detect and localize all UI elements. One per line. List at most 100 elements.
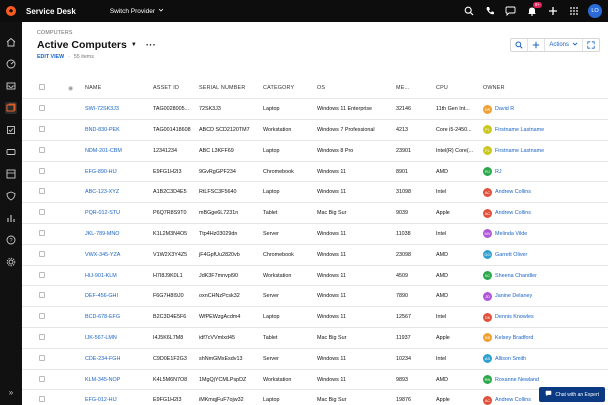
owner-cell[interactable]: FL Firstname Lastname	[481, 119, 608, 141]
table-row[interactable]: BCD-678-EFG B2C3D4E5F6 WfPEWzgAcdm4 Laptop W…	[22, 306, 608, 329]
row-checkbox[interactable]	[37, 285, 66, 308]
chat-with-expert-button[interactable]: Chat with an Expert	[539, 387, 605, 402]
tickets-icon[interactable]	[5, 146, 17, 158]
add-icon[interactable]	[546, 5, 559, 18]
computer-name-link[interactable]: SWI-72SK3J3	[83, 98, 151, 121]
row-checkbox[interactable]	[37, 119, 66, 141]
table-row[interactable]: EFG-012-HIJ E9FG1H2I3 iMKmqjFuF7ojw32 Lapto…	[22, 389, 608, 405]
row-checkbox[interactable]	[37, 348, 66, 370]
row-checkbox[interactable]	[37, 161, 66, 183]
row-preview-icon[interactable]	[66, 161, 83, 183]
breadcrumb[interactable]: COMPUTERS	[37, 30, 73, 36]
row-checkbox[interactable]	[37, 202, 66, 225]
edit-view-link[interactable]: EDIT VIEW	[37, 54, 65, 60]
row-checkbox[interactable]	[37, 98, 66, 121]
owner-cell[interactable]: AC Andrew Collins	[481, 202, 608, 225]
computer-name-link[interactable]: HIJ-901-KLM	[83, 265, 151, 287]
table-row[interactable]: KLM-345-NOP K4L5M6N7O8 1MgQjYCMLPspDZ Works…	[22, 369, 608, 391]
tasks-icon[interactable]	[5, 124, 17, 136]
row-checkbox[interactable]	[37, 223, 66, 245]
settings-icon[interactable]	[5, 256, 17, 268]
home-icon[interactable]	[5, 36, 17, 48]
table-row[interactable]: ABC-123-XYZ A1B2C3D4E5 RtLFSC3F5640 Laptop W…	[22, 181, 608, 204]
owner-cell[interactable]: MV Melinda Vilde	[481, 223, 608, 245]
row-checkbox[interactable]	[37, 389, 66, 405]
owner-cell[interactable]: KB Kelsey Bradford	[481, 327, 608, 349]
row-preview-icon[interactable]	[66, 98, 83, 121]
notifications-icon[interactable]: 9+	[525, 1, 542, 18]
row-preview-icon[interactable]	[66, 369, 83, 391]
row-checkbox[interactable]	[37, 181, 66, 204]
computer-name-link[interactable]: KLM-345-NOP	[83, 369, 151, 391]
row-preview-icon[interactable]	[66, 348, 83, 370]
row-preview-icon[interactable]	[66, 389, 83, 405]
row-preview-icon[interactable]	[66, 119, 83, 141]
expand-sidebar-icon[interactable]: »	[8, 388, 14, 397]
row-preview-icon[interactable]	[66, 265, 83, 287]
owner-cell[interactable]: FL Firstname Lastname	[481, 140, 608, 162]
owner-cell[interactable]: DR David R	[481, 98, 608, 121]
inbox-icon[interactable]	[5, 80, 17, 92]
row-checkbox[interactable]	[37, 327, 66, 349]
computer-name-link[interactable]: BND-830-PEK	[83, 119, 151, 141]
table-row[interactable]: JKL-789-MNO K1L2M3N4O5 Ttp4Hz03029dn Server…	[22, 223, 608, 245]
row-checkbox[interactable]	[37, 306, 66, 329]
column-header-owner[interactable]: OWNER	[481, 78, 608, 100]
row-checkbox[interactable]	[37, 265, 66, 287]
table-row[interactable]: DEF-456-GHI F6G7H8I9J0 oxnCHNzPcsk32 Server…	[22, 285, 608, 308]
row-preview-icon[interactable]	[66, 202, 83, 225]
help-icon[interactable]: ?	[5, 234, 17, 246]
column-header-serial-number[interactable]: SERIAL NUMBER	[197, 78, 261, 100]
phone-icon[interactable]	[483, 5, 496, 18]
row-preview-icon[interactable]	[66, 306, 83, 329]
row-preview-icon[interactable]	[66, 223, 83, 245]
row-preview-icon[interactable]	[66, 140, 83, 162]
assets-icon[interactable]	[5, 102, 17, 114]
computer-name-link[interactable]: CDE-234-FGH	[83, 348, 151, 370]
dashboard-icon[interactable]	[5, 58, 17, 70]
search-icon[interactable]	[462, 5, 475, 18]
owner-cell[interactable]: SC Sheena Chandler	[481, 265, 608, 287]
table-row[interactable]: BND-830-PEK TAG001418608 ABCD SCD2120TM7 Wo…	[22, 119, 608, 141]
chat-icon[interactable]	[504, 5, 517, 18]
computer-name-link[interactable]: DEF-456-GHI	[83, 285, 151, 308]
table-row[interactable]: IJK-567-LMN I4J5K6L7M8 idf7cVVmlxd45 Tablet…	[22, 327, 608, 349]
reports-icon[interactable]	[5, 212, 17, 224]
computer-name-link[interactable]: ABC-123-XYZ	[83, 181, 151, 204]
computer-name-link[interactable]: BCD-678-EFG	[83, 306, 151, 329]
catalog-icon[interactable]	[5, 168, 17, 180]
table-row[interactable]: VWX-345-YZA V1W2X3Y4Z5 jF4GpfUu2820vb Chrom…	[22, 244, 608, 266]
row-checkbox[interactable]	[37, 140, 66, 162]
row-checkbox[interactable]	[37, 369, 66, 391]
column-header-category[interactable]: CATEGORY	[261, 78, 315, 100]
more-options-icon[interactable]: ···	[145, 40, 157, 50]
computer-name-link[interactable]: IJK-567-LMN	[83, 327, 151, 349]
add-button[interactable]	[528, 39, 546, 51]
row-preview-icon[interactable]	[66, 327, 83, 349]
caret-down-icon[interactable]: ▼	[130, 42, 137, 48]
column-header-cpu[interactable]: CPU	[434, 78, 481, 100]
computer-name-link[interactable]: VWX-345-YZA	[83, 244, 151, 266]
computer-name-link[interactable]: NDM-201-CBM	[83, 140, 151, 162]
table-row[interactable]: HIJ-901-KLM H7I8J9K0L1 JdK3F7mnvpl90 Workst…	[22, 265, 608, 287]
row-preview-icon[interactable]	[66, 181, 83, 204]
row-checkbox[interactable]	[37, 244, 66, 266]
computer-name-link[interactable]: EFG-890-HIJ	[83, 161, 151, 183]
app-logo-icon[interactable]	[0, 0, 22, 22]
column-header-memory[interactable]: ME...	[394, 78, 434, 100]
actions-dropdown[interactable]: Actions	[545, 39, 583, 51]
owner-cell[interactable]: DK Dennis Knowles	[481, 306, 608, 329]
row-preview-icon[interactable]	[66, 285, 83, 308]
computer-name-link[interactable]: EFG-012-HIJ	[83, 389, 151, 405]
apps-grid-icon[interactable]	[567, 5, 580, 18]
column-header-asset-id[interactable]: ASSET ID	[151, 78, 197, 100]
user-avatar[interactable]: LO	[588, 4, 602, 18]
table-row[interactable]: SWI-72SK3J3 TAG0028005... 72SK3J3 Laptop Win…	[22, 98, 608, 121]
row-preview-icon[interactable]	[66, 244, 83, 266]
owner-cell[interactable]: GO Garrett Oliver	[481, 244, 608, 266]
table-row[interactable]: EFG-890-HIJ E9FG1H2I3 9GvRgGPF234 Chromeboo…	[22, 161, 608, 183]
page-title[interactable]: Active Computers ▼ ···	[37, 39, 156, 51]
shield-icon[interactable]	[5, 190, 17, 202]
owner-cell[interactable]: AC Andrew Collins	[481, 181, 608, 204]
table-row[interactable]: CDE-234-FGH C9D0E1F2G3 shNmGMxEsdv13 Server…	[22, 348, 608, 370]
